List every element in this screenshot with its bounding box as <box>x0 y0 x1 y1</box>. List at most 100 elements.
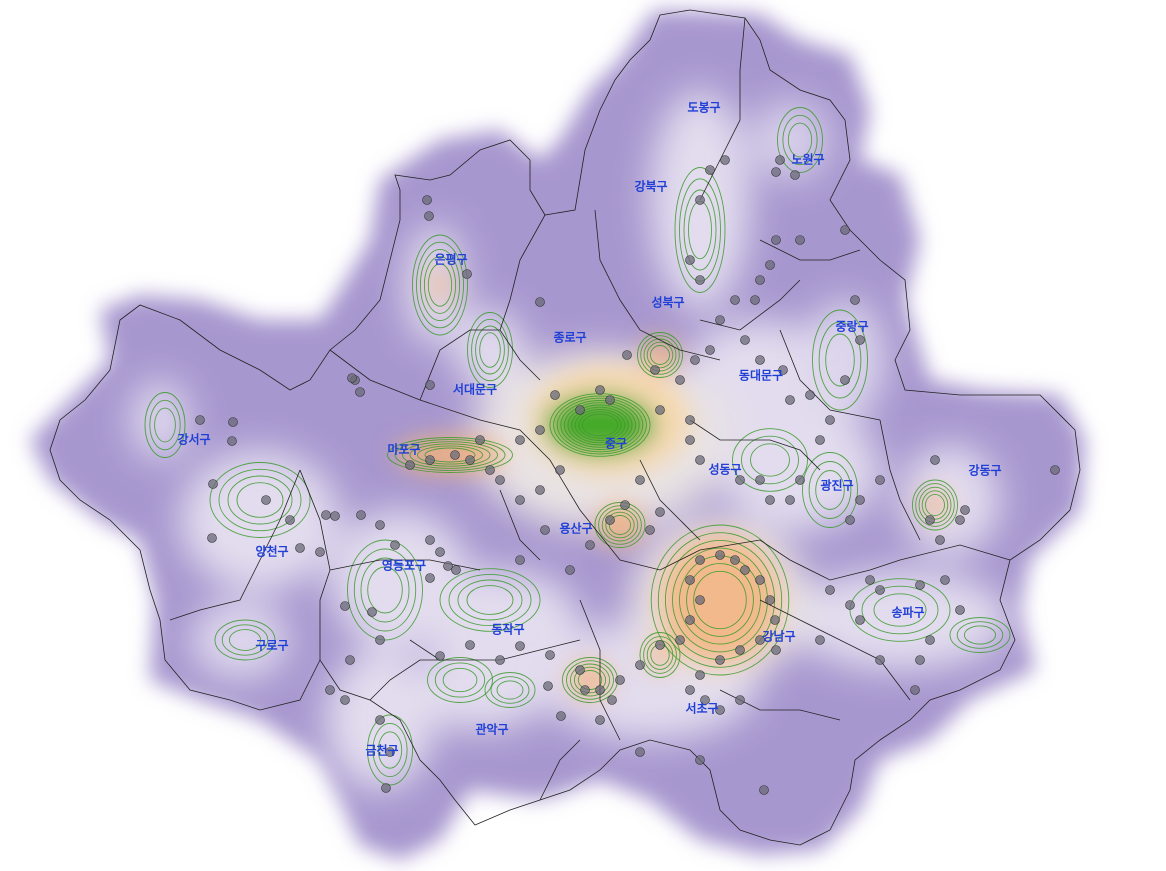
store-point <box>690 355 700 365</box>
store-point <box>735 475 745 485</box>
store-point <box>715 315 725 325</box>
store-point <box>915 580 925 590</box>
contour-ring <box>149 399 181 451</box>
district-label-dobong: 도봉구 <box>687 101 720 115</box>
contour-ring <box>367 566 403 614</box>
district-label-geumcheon: 금천구 <box>365 743 398 758</box>
store-point <box>655 507 665 517</box>
contour-ring <box>367 714 413 786</box>
contour-ring <box>484 672 536 708</box>
store-point <box>695 595 705 605</box>
contour-ring <box>686 563 754 637</box>
contour-ring <box>815 470 845 510</box>
store-point <box>740 565 750 575</box>
store-point <box>695 670 705 680</box>
district-label-yangcheon: 양천구 <box>255 544 288 559</box>
store-point <box>940 575 950 585</box>
contour-ring <box>475 325 505 375</box>
store-point <box>759 785 769 795</box>
store-point <box>960 505 970 515</box>
store-point <box>795 475 805 485</box>
store-point <box>925 635 935 645</box>
store-point <box>771 645 781 655</box>
store-point <box>515 641 525 651</box>
store-point <box>635 747 645 757</box>
contour-ring <box>808 461 852 519</box>
store-point <box>555 465 565 475</box>
contour-ring <box>640 335 680 375</box>
store-point <box>915 655 925 665</box>
store-point <box>775 155 785 165</box>
store-point <box>355 387 365 397</box>
store-point <box>315 547 325 557</box>
district-label-jungnang: 중랑구 <box>835 320 868 334</box>
store-point <box>755 475 765 485</box>
contour-ring <box>347 539 423 641</box>
store-point <box>825 585 835 595</box>
store-point <box>771 167 781 177</box>
store-point <box>925 515 935 525</box>
store-point <box>805 390 815 400</box>
store-point <box>855 495 865 505</box>
district-label-guro: 구로구 <box>255 639 288 653</box>
district-label-seocho: 서초구 <box>685 701 718 716</box>
store-point <box>261 495 271 505</box>
district-label-gangbuk: 강북구 <box>634 180 667 194</box>
store-point <box>605 395 615 405</box>
store-point <box>575 665 585 675</box>
district-label-seodaemun: 서대문구 <box>453 382 497 397</box>
contour-ring <box>467 312 513 388</box>
store-point <box>655 640 665 650</box>
store-point <box>451 565 461 575</box>
store-point <box>695 755 705 765</box>
store-point <box>340 601 350 611</box>
contour-ring <box>594 502 646 548</box>
contour-ring <box>556 397 644 453</box>
store-point <box>227 436 237 446</box>
contour-ring <box>553 395 647 455</box>
contour-ring <box>732 428 808 492</box>
store-point <box>795 235 805 245</box>
store-point <box>685 615 695 625</box>
district-label-eunpyeong: 은평구 <box>434 253 467 267</box>
store-point <box>720 155 730 165</box>
store-point <box>462 269 472 279</box>
store-point <box>515 435 525 445</box>
contour-ring <box>802 452 858 528</box>
contour-ring <box>221 624 269 656</box>
contour-ring <box>741 435 799 485</box>
store-point <box>875 655 885 665</box>
contour-ring <box>236 482 284 518</box>
contour-ring <box>567 404 633 446</box>
district-label-mapo: 마포구 <box>387 442 420 457</box>
contour-ring <box>574 409 626 441</box>
contour-ring <box>360 557 410 623</box>
store-point <box>1050 465 1060 475</box>
store-point <box>515 495 525 505</box>
store-point <box>375 715 385 725</box>
contour-ring <box>578 411 622 439</box>
contour-ring <box>849 578 951 642</box>
contour-ring <box>434 662 486 698</box>
store-point <box>910 685 920 695</box>
store-point <box>543 681 553 691</box>
store-point <box>495 475 505 485</box>
store-point <box>695 195 705 205</box>
store-point <box>715 655 725 665</box>
store-point <box>425 573 435 583</box>
contour-ring <box>427 657 493 703</box>
store-point <box>356 510 366 520</box>
store-point <box>390 540 400 550</box>
contour-ring <box>417 445 483 465</box>
store-point <box>730 555 740 565</box>
store-point <box>340 695 350 705</box>
store-point <box>825 415 835 425</box>
contour-ring <box>560 400 640 450</box>
store-point <box>735 645 745 655</box>
contour-ring <box>650 345 670 365</box>
contour-ring <box>448 573 532 627</box>
contour-ring <box>861 585 939 635</box>
store-point <box>375 520 385 530</box>
store-point <box>195 415 205 425</box>
